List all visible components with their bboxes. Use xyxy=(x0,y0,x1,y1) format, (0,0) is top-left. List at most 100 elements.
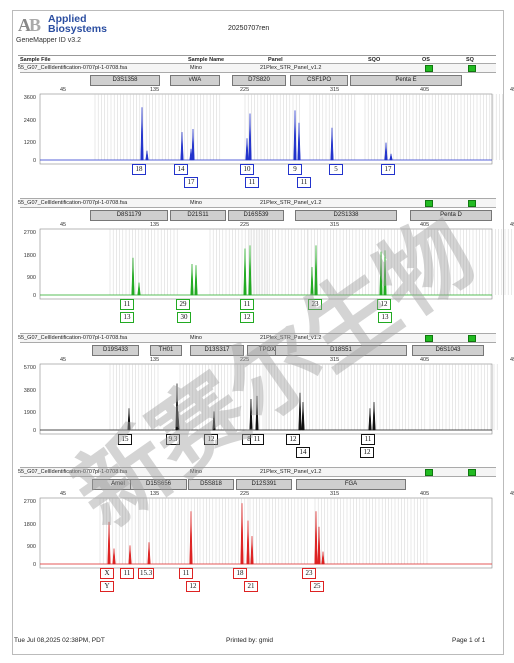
marker-label[interactable]: D19S433 xyxy=(92,345,139,356)
col-os: OS xyxy=(422,57,430,63)
x-tick-label: 45 xyxy=(60,491,67,497)
allele-call[interactable]: 12 xyxy=(360,447,374,458)
col-sample-file: Sample File xyxy=(20,57,51,63)
os-status-icon xyxy=(425,469,433,476)
allele-call[interactable]: 13 xyxy=(378,312,392,323)
allele-call[interactable]: 9.3 xyxy=(166,434,180,445)
allele-call[interactable]: 14 xyxy=(296,447,310,458)
svg-text:A: A xyxy=(18,15,31,35)
marker-label[interactable]: D15S656 xyxy=(130,479,187,490)
x-tick-label: 405 xyxy=(420,491,430,497)
peak xyxy=(298,392,302,431)
allele-call[interactable]: 30 xyxy=(177,312,191,323)
marker-label[interactable]: TH01 xyxy=(150,345,182,356)
peak xyxy=(248,245,252,296)
allele-call[interactable]: 11 xyxy=(361,434,375,445)
marker-label[interactable]: D2S1338 xyxy=(295,210,397,221)
peak xyxy=(383,250,387,296)
peak xyxy=(212,411,216,431)
allele-call[interactable]: 23 xyxy=(302,568,316,579)
peak xyxy=(112,548,116,565)
allele-call[interactable]: 5 xyxy=(329,164,343,175)
marker-label[interactable]: CSF1PO xyxy=(290,75,348,86)
allele-call[interactable]: 13 xyxy=(120,312,134,323)
footer-printed-by: Printed by: gmid xyxy=(226,637,273,644)
peak xyxy=(107,521,111,565)
marker-label[interactable]: D18S51 xyxy=(275,345,407,356)
marker-label[interactable]: D8S1179 xyxy=(90,210,168,221)
peak xyxy=(389,153,393,161)
x-tick-label: 135 xyxy=(150,491,160,497)
x-tick-label: 225 xyxy=(240,222,250,228)
allele-call[interactable]: 9 xyxy=(288,164,302,175)
marker-label[interactable]: D7S820 xyxy=(232,75,286,86)
sample-file: 55_G07_CellIdentification-0707pl-1-0708.… xyxy=(18,469,128,475)
panel-1: 55_G07_CellIdentification-0707pl-1-0708.… xyxy=(18,63,514,193)
x-tick-label: 315 xyxy=(330,87,340,93)
y-tick-label: 5700 xyxy=(23,365,36,371)
peak xyxy=(384,142,388,161)
allele-call[interactable]: 23 xyxy=(308,299,322,310)
allele-call[interactable]: 15.3 xyxy=(138,568,155,579)
marker-label[interactable]: D3S1358 xyxy=(90,75,160,86)
marker-label[interactable]: D6S1043 xyxy=(412,345,484,356)
electropherogram-plot xyxy=(39,363,498,435)
allele-call[interactable]: 11 xyxy=(240,299,254,310)
allele-call[interactable]: 17 xyxy=(184,177,198,188)
allele-call[interactable]: Y xyxy=(100,581,114,592)
y-tick-label: 900 xyxy=(26,544,36,550)
panel-3: 55_G07_CellIdentification-0707pl-1-0708.… xyxy=(18,333,514,463)
y-tick-label: 0 xyxy=(32,428,36,434)
allele-call[interactable]: X xyxy=(100,568,114,579)
allele-call[interactable]: 29 xyxy=(176,299,190,310)
marker-label[interactable]: D21S11 xyxy=(170,210,226,221)
marker-label[interactable]: D5S818 xyxy=(188,479,234,490)
allele-call[interactable]: 14 xyxy=(174,164,188,175)
sample-file: 55_G07_CellIdentification-0707pl-1-0708.… xyxy=(18,335,128,341)
allele-call[interactable]: 25 xyxy=(310,581,324,592)
sq-status-icon xyxy=(468,200,476,207)
allele-call[interactable]: 12 xyxy=(186,581,200,592)
peak xyxy=(297,122,301,161)
allele-call[interactable]: 12 xyxy=(240,312,254,323)
y-tick-label: 1800 xyxy=(23,253,36,259)
allele-call[interactable]: 12 xyxy=(204,434,218,445)
y-tick-label: 1200 xyxy=(23,140,36,146)
allele-call[interactable]: 11 xyxy=(120,568,134,579)
allele-call[interactable]: 18 xyxy=(132,164,146,175)
footer-date: Tue Jul 08,2025 02:38PM, PDT xyxy=(14,637,105,644)
y-tick-label: 3800 xyxy=(23,388,36,394)
ab-logo-icon: A B xyxy=(18,15,41,35)
peak xyxy=(243,248,247,296)
x-tick-label: 315 xyxy=(330,491,340,497)
allele-call[interactable]: 11 xyxy=(250,434,264,445)
allele-call[interactable]: 11 xyxy=(245,177,259,188)
marker-label[interactable]: Penta D xyxy=(410,210,492,221)
peak xyxy=(314,511,318,565)
x-tick-label: 45 xyxy=(60,222,67,228)
col-sq: SQ xyxy=(466,57,474,63)
brand-line1: Applied xyxy=(48,13,87,25)
marker-label[interactable]: D16S539 xyxy=(228,210,284,221)
sample-name: Mino xyxy=(190,65,202,71)
marker-label[interactable]: D12S391 xyxy=(236,479,292,490)
allele-call[interactable]: 18 xyxy=(233,568,247,579)
allele-call[interactable]: 12 xyxy=(377,299,391,310)
allele-call[interactable]: 11 xyxy=(179,568,193,579)
x-tick-label: 315 xyxy=(330,222,340,228)
marker-label[interactable]: FGA xyxy=(296,479,406,490)
allele-call[interactable]: 21 xyxy=(244,581,258,592)
marker-label[interactable]: vWA xyxy=(170,75,220,86)
x-tick-label: 135 xyxy=(150,222,160,228)
allele-call[interactable]: 17 xyxy=(381,164,395,175)
marker-label[interactable]: Penta E xyxy=(350,75,462,86)
allele-call[interactable]: 10 xyxy=(240,164,254,175)
electropherogram-plot xyxy=(39,93,503,165)
marker-label[interactable]: D13S317 xyxy=(190,345,244,356)
allele-call[interactable]: 12 xyxy=(286,434,300,445)
allele-call[interactable]: 11 xyxy=(297,177,311,188)
allele-call[interactable]: 11 xyxy=(120,299,134,310)
allele-call[interactable]: 15 xyxy=(118,434,132,445)
x-tick-label: 495 xyxy=(510,491,514,497)
y-tick-label: 2700 xyxy=(23,499,36,505)
